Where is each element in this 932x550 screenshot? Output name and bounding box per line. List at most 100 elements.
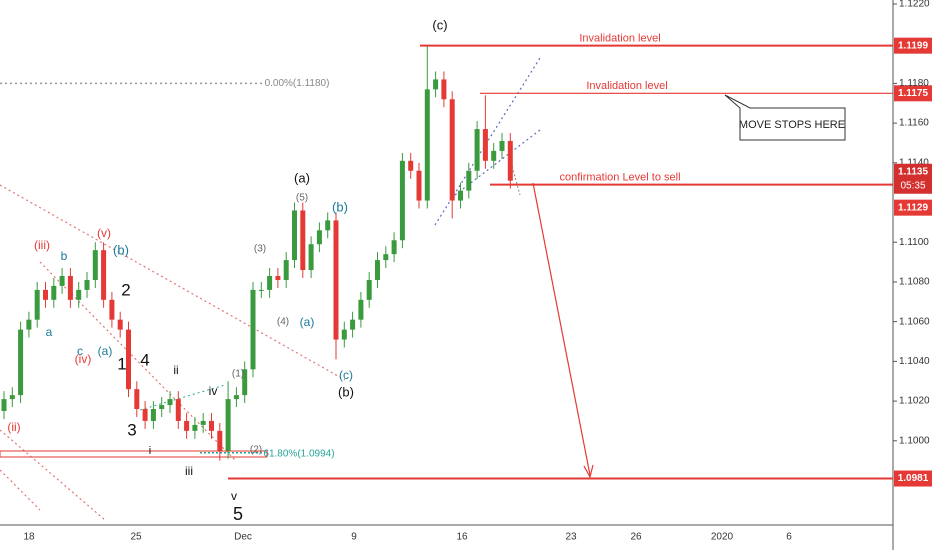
wave-label: c [77, 344, 83, 358]
candle-body [192, 424, 198, 431]
candle-body [18, 329, 24, 396]
wave-label: (2) [250, 445, 262, 456]
candle-body [225, 399, 231, 451]
candle-body [283, 260, 289, 280]
wave-label: (b) [338, 384, 354, 399]
x-tick-label: 6 [786, 532, 792, 543]
candle-body [101, 250, 107, 300]
level-price-box [894, 85, 932, 102]
wave-label: (a) [98, 344, 113, 358]
x-tick-label: 16 [456, 532, 468, 543]
y-tick-label: 1.1040 [899, 356, 930, 367]
level-price-label: 1.1199 [898, 40, 928, 51]
candle-body [292, 210, 297, 261]
y-tick-label: 1.1060 [899, 316, 930, 327]
candle-body [1, 399, 7, 412]
wave-label: (b) [113, 242, 129, 257]
current-price-box [894, 163, 932, 194]
wave-label: (ii) [7, 420, 20, 434]
level-price-box [894, 199, 932, 216]
candle-body [499, 140, 505, 151]
y-tick-label: 1.1180 [899, 78, 929, 89]
wave-label: b [61, 249, 68, 263]
wave-label: (4) [277, 317, 289, 328]
candle-body [300, 210, 306, 271]
candle-body [441, 79, 447, 100]
candle-body [433, 79, 439, 90]
candle-body [117, 319, 123, 330]
wave-label: (b) [332, 199, 348, 214]
level-price-label: 1.0981 [898, 473, 929, 484]
candle-body [399, 160, 405, 241]
candle-body [466, 170, 472, 191]
candle-body [126, 329, 131, 390]
candle-body [424, 89, 430, 201]
wave-label: a [46, 325, 53, 339]
callout-text: MOVE STOPS HERE [739, 119, 845, 131]
wave-label: (v) [97, 226, 111, 240]
candle-body [200, 420, 206, 425]
wave-label: (a) [300, 315, 315, 329]
channel-line [0, 184, 346, 381]
y-tick-label: 1.1220 [899, 0, 930, 10]
candle-body [59, 275, 65, 286]
y-tick-label: 1.1080 [899, 277, 930, 288]
y-tick-label: 1.1160 [899, 118, 929, 129]
level-price-label: 1.1129 [898, 202, 928, 213]
x-tick-label: 9 [351, 532, 357, 543]
wave-label: (5) [296, 193, 308, 204]
level-price-label: 1.1175 [898, 88, 928, 99]
candle-body [242, 369, 248, 396]
y-tick-label: 1.1000 [899, 435, 930, 446]
candle-body [84, 279, 90, 290]
candle-body [26, 319, 32, 330]
candle-body [134, 389, 140, 410]
candle-body [275, 275, 281, 280]
candle-body [67, 275, 73, 300]
wave-label: 2 [121, 280, 130, 299]
candle-body [175, 399, 181, 421]
wave-label: (iv) [75, 352, 92, 366]
level-label: Invalidation level [586, 80, 667, 92]
y-tick-label: 1.1140 [899, 157, 929, 168]
wave-label: ii [173, 363, 178, 377]
channel-line [0, 429, 106, 521]
candle-body [150, 409, 156, 421]
level-price-box [894, 470, 932, 487]
wave-label: 1 [117, 354, 126, 373]
candle-body [474, 129, 480, 171]
target-arrow [532, 182, 591, 476]
y-tick-label: 1.1020 [899, 396, 930, 407]
candle-body [9, 395, 15, 400]
candle-body [383, 254, 389, 261]
candle-body [250, 289, 256, 370]
level-label: Invalidation level [579, 33, 660, 45]
wave-label: i [149, 445, 151, 457]
candle-body [416, 170, 422, 201]
candle-body [350, 319, 356, 330]
candle-body [358, 299, 364, 320]
candle-body [209, 420, 214, 431]
candle-body [316, 230, 322, 245]
x-tick-label: 23 [565, 532, 577, 543]
callout-box [724, 94, 846, 141]
x-tick-label: 25 [130, 532, 142, 543]
candle-body [449, 99, 455, 201]
zone-box [0, 450, 268, 458]
candle-body [92, 250, 98, 280]
wave-label: (1) [232, 369, 244, 380]
candle-body [375, 260, 380, 280]
wave-label: (a) [294, 170, 310, 185]
candle-body [333, 220, 339, 340]
y-tick-label: 1.1100 [899, 237, 929, 248]
wave-label: (c) [432, 17, 447, 32]
candle-body [458, 190, 463, 201]
level-price-box [894, 37, 932, 54]
wave-label: (iii) [34, 238, 50, 252]
candle-body [491, 150, 497, 161]
candle-body [258, 289, 264, 291]
candle-body [308, 244, 314, 271]
candle-body [217, 430, 223, 451]
